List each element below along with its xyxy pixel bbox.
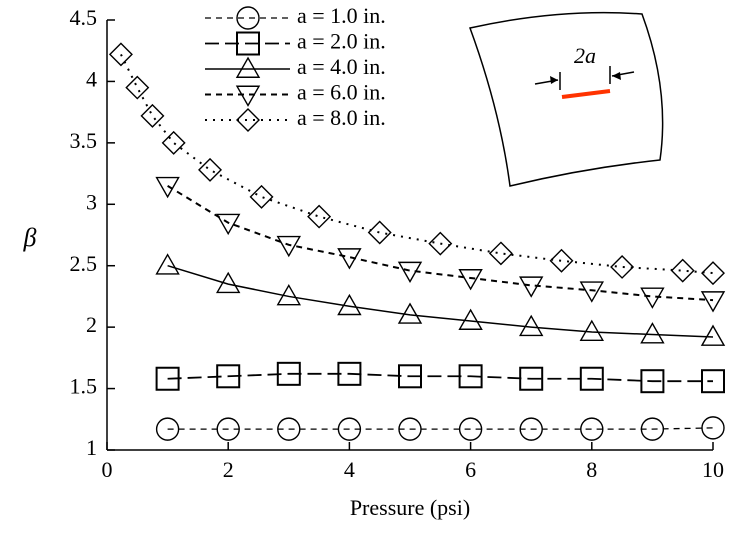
marker bbox=[519, 417, 543, 441]
marker bbox=[276, 361, 301, 386]
series-line bbox=[167, 264, 714, 338]
x-tick-label: 2 bbox=[223, 457, 234, 482]
marker bbox=[670, 258, 695, 283]
x-tick-label: 10 bbox=[702, 457, 724, 482]
marker bbox=[458, 417, 483, 441]
marker bbox=[579, 281, 605, 303]
marker bbox=[640, 322, 665, 344]
marker bbox=[700, 324, 726, 346]
marker bbox=[367, 220, 392, 245]
legend-label: a = 1.0 in. bbox=[297, 3, 386, 28]
y-tick-label: 1.5 bbox=[70, 374, 98, 399]
y-tick-label: 3.5 bbox=[70, 128, 98, 153]
legend-label: a = 2.0 in. bbox=[297, 29, 386, 54]
marker bbox=[236, 108, 260, 132]
x-tick-label: 6 bbox=[465, 457, 476, 482]
panel bbox=[469, 11, 664, 187]
marker bbox=[307, 204, 332, 229]
marker bbox=[458, 269, 483, 291]
x-tick-label: 4 bbox=[344, 457, 355, 482]
marker bbox=[518, 276, 544, 298]
marker bbox=[236, 6, 260, 30]
marker bbox=[276, 284, 302, 306]
y-tick-label: 3 bbox=[86, 189, 97, 214]
marker bbox=[216, 417, 240, 441]
legend-label: a = 4.0 in. bbox=[297, 54, 386, 79]
marker bbox=[337, 293, 362, 316]
marker bbox=[235, 85, 261, 107]
marker bbox=[198, 157, 223, 182]
marker bbox=[610, 254, 635, 279]
marker bbox=[155, 366, 180, 391]
marker bbox=[701, 261, 725, 286]
legend-label: a = 8.0 in. bbox=[297, 105, 386, 130]
marker bbox=[140, 103, 165, 128]
marker bbox=[397, 302, 423, 324]
marker bbox=[458, 308, 483, 330]
x-tick-label: 0 bbox=[102, 457, 113, 482]
marker bbox=[579, 319, 605, 342]
y-tick-label: 2 bbox=[86, 312, 97, 337]
marker bbox=[216, 364, 241, 389]
arrowhead bbox=[550, 76, 558, 84]
marker bbox=[398, 417, 422, 441]
marker bbox=[215, 271, 241, 294]
y-tick-label: 4 bbox=[86, 66, 97, 91]
marker bbox=[155, 253, 180, 275]
marker bbox=[108, 42, 133, 67]
marker bbox=[397, 261, 423, 284]
marker bbox=[519, 366, 544, 391]
marker bbox=[518, 314, 544, 337]
marker bbox=[337, 248, 362, 270]
marker bbox=[155, 176, 180, 199]
series-line bbox=[167, 185, 714, 302]
marker bbox=[700, 291, 726, 313]
marker bbox=[640, 369, 665, 394]
x-tick-label: 8 bbox=[586, 457, 597, 482]
marker bbox=[276, 235, 302, 258]
marker bbox=[215, 213, 241, 236]
marker bbox=[458, 364, 483, 389]
marker bbox=[398, 364, 422, 389]
marker bbox=[235, 56, 261, 78]
marker bbox=[337, 361, 362, 386]
marker bbox=[701, 416, 725, 440]
marker bbox=[579, 366, 604, 391]
marker bbox=[488, 241, 513, 266]
crack bbox=[561, 89, 611, 99]
y-tick-label: 2.5 bbox=[70, 251, 98, 276]
y-axis-label: β bbox=[23, 223, 37, 252]
marker bbox=[701, 369, 725, 394]
marker bbox=[161, 130, 186, 155]
legend-label: a = 6.0 in. bbox=[297, 80, 386, 105]
y-tick-label: 4.5 bbox=[70, 5, 98, 30]
marker bbox=[549, 248, 574, 273]
marker bbox=[337, 417, 362, 441]
y-tick-label: 1 bbox=[86, 435, 97, 460]
series-line bbox=[167, 427, 714, 430]
marker bbox=[428, 231, 453, 256]
marker bbox=[125, 75, 150, 100]
marker bbox=[155, 417, 180, 441]
inset-label: 2a bbox=[574, 43, 596, 68]
marker bbox=[249, 184, 274, 209]
marker bbox=[236, 31, 260, 56]
arrowhead bbox=[612, 72, 621, 80]
inset-diagram: 2a bbox=[469, 11, 664, 187]
marker bbox=[640, 417, 665, 441]
marker bbox=[640, 287, 665, 309]
marker bbox=[580, 417, 604, 441]
x-axis-label: Pressure (psi) bbox=[350, 495, 470, 520]
marker bbox=[277, 417, 301, 441]
series-line bbox=[167, 372, 713, 383]
